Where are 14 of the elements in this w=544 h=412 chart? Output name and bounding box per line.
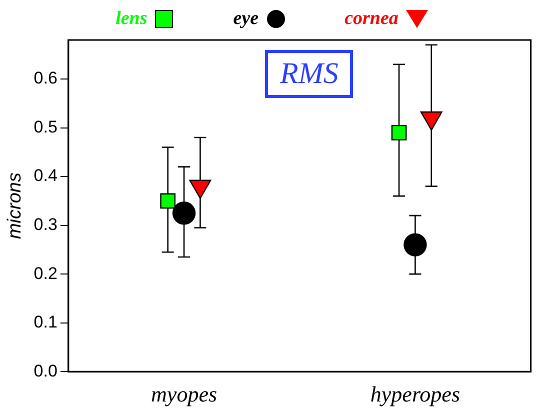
y-tick-label: 0.4	[34, 166, 58, 186]
x-tick-label: myopes	[151, 382, 218, 407]
y-axis-title: microns	[4, 172, 26, 240]
y-tick-label: 0.5	[34, 117, 58, 136]
y-tick-label: 0.0	[34, 361, 58, 380]
y-tick-label: 0.2	[34, 264, 58, 283]
annotation: RMS	[265, 50, 354, 98]
y-tick-label: 0.1	[34, 312, 58, 332]
x-tick-label: hyperopes	[370, 382, 460, 407]
legend-label: eye	[233, 8, 259, 30]
legend-label: lens	[116, 8, 148, 30]
y-tick-label: 0.6	[34, 68, 58, 88]
legend-label: cornea	[344, 8, 398, 30]
y-tick-label: 0.3	[34, 214, 58, 234]
